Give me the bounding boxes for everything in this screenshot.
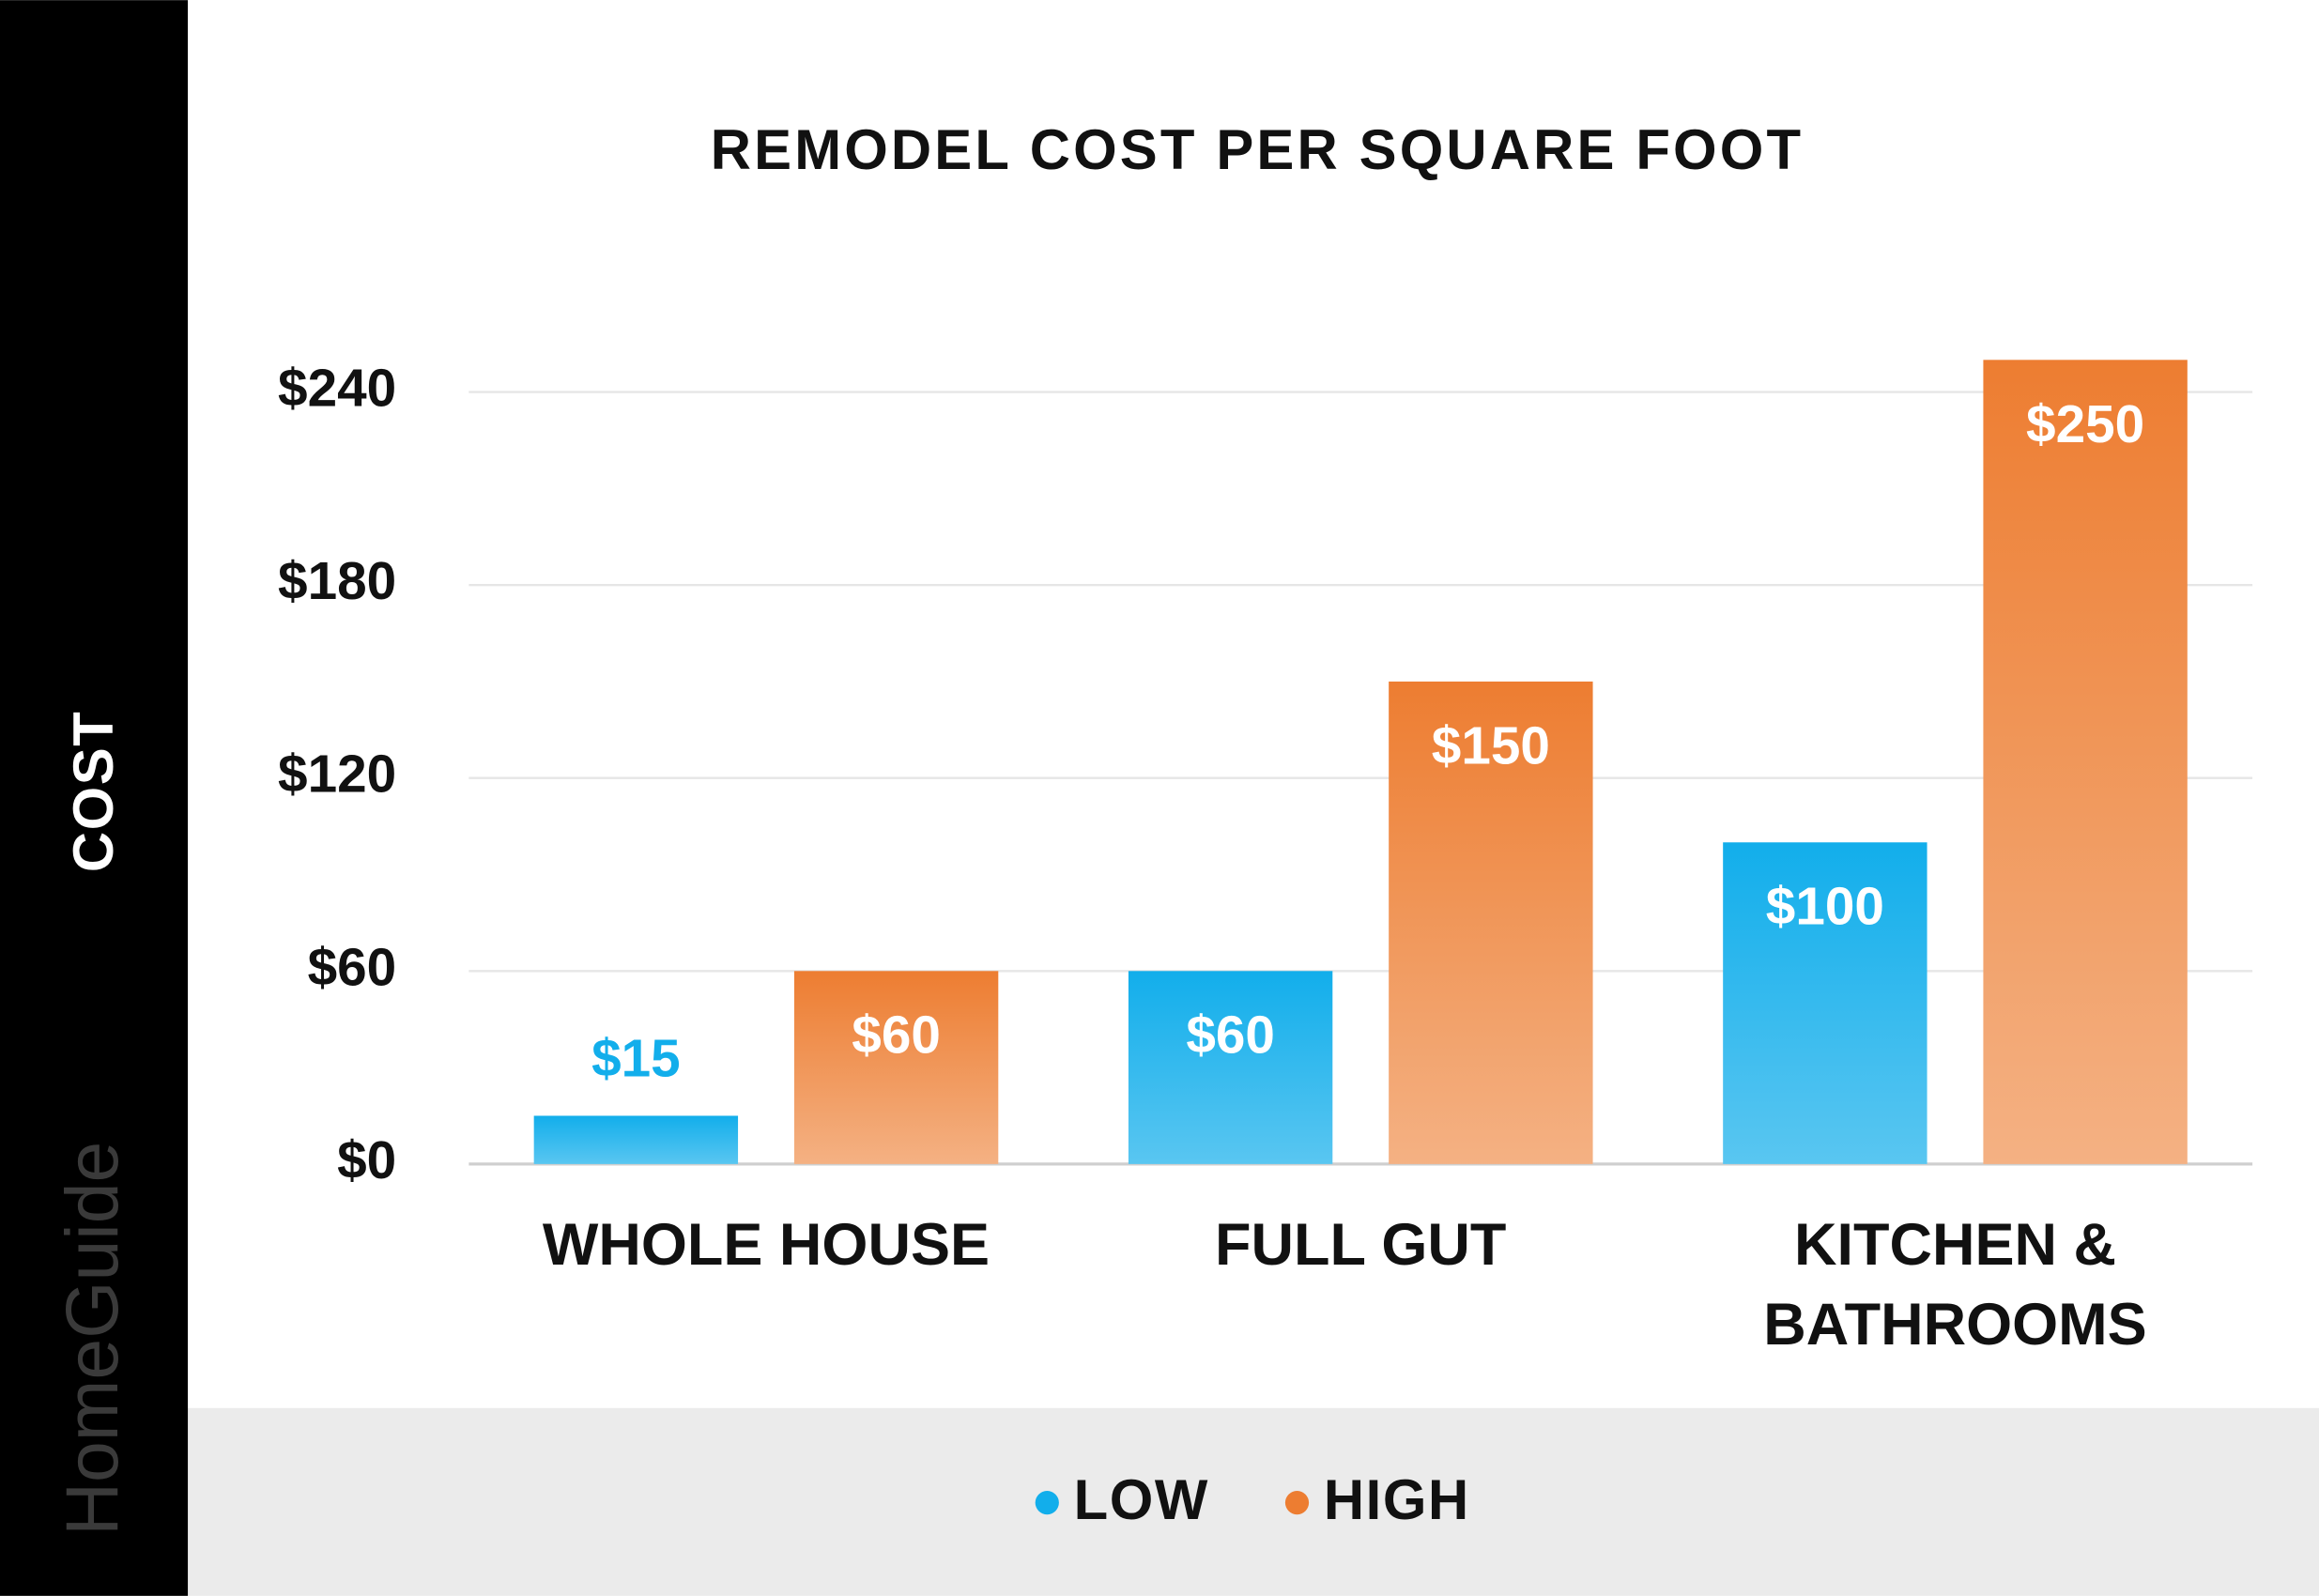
x-tick-label: WHOLE HOUSE: [542, 1212, 991, 1279]
y-tick-label: $60: [308, 938, 397, 997]
bar: [793, 971, 999, 1164]
data-label: $60: [1186, 1006, 1275, 1066]
legend-band: [188, 1407, 2319, 1596]
x-tick-label-box: KITCHEN & BATHROOMS: [1763, 1212, 2147, 1358]
y-tick-label: $240: [278, 360, 396, 419]
sidebar: [0, 0, 189, 1596]
x-tick-label-box: FULL GUT: [1215, 1212, 1507, 1279]
bar: [1723, 842, 1927, 1164]
bar: [533, 1115, 739, 1164]
y-tick-label: $180: [278, 552, 396, 611]
y-tick-label: $120: [278, 745, 396, 805]
chart-title: REMODEL COST PER SQUARE FOOT: [711, 118, 1804, 181]
data-label: $100: [1766, 878, 1884, 937]
data-label: $150: [1432, 716, 1550, 775]
bar: [1983, 360, 2188, 1164]
legend-label: LOW: [1074, 1468, 1209, 1531]
data-label: $15: [591, 1030, 681, 1089]
y-tick-label: $0: [337, 1131, 396, 1190]
legend-label: HIGH: [1324, 1468, 1470, 1531]
data-label: $60: [852, 1006, 941, 1066]
x-tick-label-box: WHOLE HOUSE: [542, 1212, 991, 1279]
y-axis-label: COST: [62, 711, 125, 873]
data-label: $250: [2026, 395, 2144, 454]
bar: [1389, 681, 1593, 1164]
brand: HomeGuide: [51, 1142, 133, 1536]
legend-marker: [1284, 1491, 1310, 1515]
x-tick-label: FULL GUT: [1215, 1212, 1507, 1279]
x-tick-label: KITCHEN & BATHROOMS: [1763, 1212, 2147, 1358]
legend-marker: [1035, 1491, 1059, 1515]
bar: [1128, 971, 1333, 1164]
